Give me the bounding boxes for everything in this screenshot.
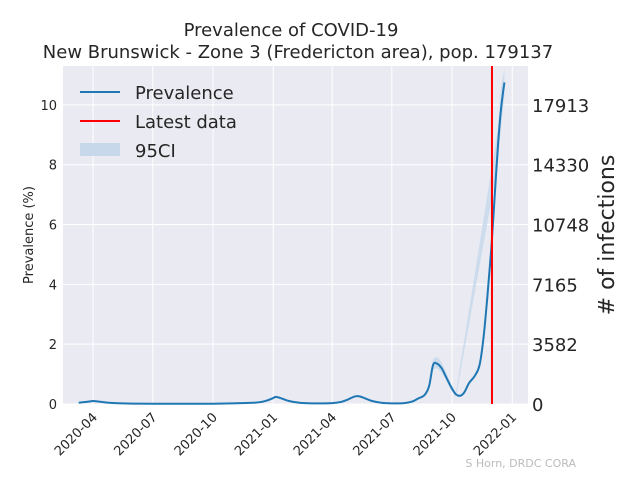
- y-tick-labels: 0 2 4 6 8 10: [40, 99, 57, 413]
- right-tick-label: 17913: [532, 96, 589, 117]
- right-tick-label: 3582: [532, 335, 578, 356]
- x-tick-label: 2021-01: [232, 410, 281, 459]
- prevalence-line: [78, 82, 506, 405]
- plot-area: [63, 66, 528, 404]
- legend-ci-label: 95CI: [135, 141, 176, 162]
- legend-ci-swatch: [80, 143, 120, 156]
- x-tick-label: 2021-10: [411, 410, 460, 459]
- right-tick-label: 0: [532, 395, 543, 416]
- x-tick-label: 2022-01: [471, 410, 520, 459]
- credit: S Horn, DRDC CORA: [465, 457, 576, 470]
- right-tick-label: 14330: [532, 156, 589, 177]
- y-axis-label: Prevalence (%): [22, 186, 37, 284]
- y-tick-label: 8: [49, 159, 57, 174]
- y-tick-label: 4: [49, 278, 57, 293]
- x-tick-labels: 2020-04 2020-07 2020-10 2021-01 2021-04 2021-…: [52, 410, 520, 459]
- chart-titles: Prevalence of COVID-19 New Brunswick - Z…: [43, 20, 553, 63]
- x-tick-label: 2021-07: [351, 410, 400, 459]
- chart-subtitle: New Brunswick - Zone 3 (Fredericton area…: [43, 42, 553, 63]
- y-tick-label: 2: [49, 338, 57, 353]
- x-tick-label: 2020-10: [172, 410, 221, 459]
- x-tick-label: 2020-07: [112, 410, 161, 459]
- right-tick-label: 7165: [532, 275, 578, 296]
- y-tick-label: 0: [49, 398, 57, 413]
- legend-prevalence-label: Prevalence: [135, 83, 234, 104]
- grid: [63, 66, 528, 405]
- series-lines: [78, 82, 506, 405]
- legend-latest-label: Latest data: [135, 112, 237, 133]
- y-tick-label: 6: [49, 219, 57, 234]
- x-tick-label: 2020-04: [52, 410, 101, 459]
- right-tick-labels: 0 3582 7165 10748 14330 17913: [532, 96, 589, 416]
- x-tick-label: 2021-04: [291, 410, 340, 459]
- legend: Prevalence Latest data 95CI: [80, 83, 237, 162]
- y-tick-label: 10: [40, 99, 57, 114]
- chart-title: Prevalence of COVID-19: [184, 20, 399, 41]
- right-tick-label: 10748: [532, 216, 589, 237]
- right-axis-label: # of infections: [595, 155, 620, 316]
